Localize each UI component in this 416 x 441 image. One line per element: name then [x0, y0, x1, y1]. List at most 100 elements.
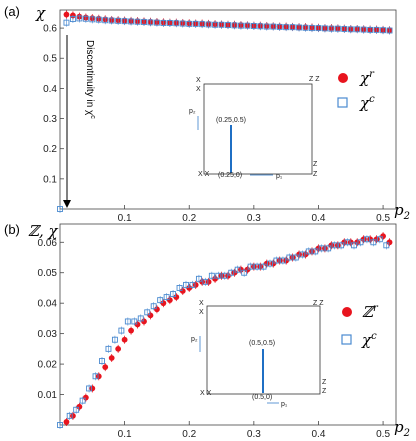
data-point-blue — [86, 385, 93, 392]
inset-b-corner-br-top: Z — [322, 379, 327, 386]
data-point-red — [173, 294, 180, 300]
inset-a-frame — [203, 83, 313, 175]
data-point-red — [296, 251, 302, 258]
data-point-red — [141, 318, 147, 325]
legend-b-blue-marker — [341, 334, 352, 345]
data-point-red — [302, 251, 309, 258]
inset-a-xlabel: p₁ — [276, 173, 283, 180]
data-point-red — [154, 306, 160, 313]
data-point-red — [186, 285, 193, 291]
data-point-red — [89, 385, 96, 392]
inset-a-corner-bl: X X — [198, 171, 210, 178]
y-tick-label: 0.01 — [38, 390, 58, 401]
data-point-red — [250, 263, 257, 270]
inset-b-base-label: (0.5,0) — [252, 394, 272, 401]
inset-b-corner-tr: Z Z — [313, 300, 324, 307]
data-point-blue — [186, 20, 193, 27]
x-tick-label: 0.2 — [182, 213, 196, 224]
discontinuity-annotation: Discontinuity in χc — [84, 40, 96, 119]
data-point-blue — [312, 248, 319, 255]
data-point-blue — [108, 17, 115, 24]
x-tick-label: 0.5 — [376, 213, 390, 224]
data-point-blue — [228, 269, 235, 276]
data-point-blue — [286, 254, 293, 261]
legend-a-entry-2: χc — [359, 94, 375, 112]
data-point-blue — [344, 239, 351, 246]
data-point-blue — [131, 318, 138, 325]
data-point-red — [270, 260, 277, 267]
data-point-red — [225, 272, 231, 279]
data-point-red — [192, 282, 199, 288]
data-point-red — [347, 239, 354, 246]
data-point-red — [328, 242, 335, 249]
panel-a-label: (a) — [4, 4, 20, 19]
data-point-red — [380, 233, 386, 240]
data-point-red — [212, 275, 218, 282]
data-point-red — [367, 236, 374, 243]
data-point-blue — [124, 318, 131, 325]
panel-b-label: (b) — [4, 222, 20, 237]
data-point-blue — [163, 294, 170, 301]
data-point-blue — [199, 21, 206, 28]
data-point-blue — [212, 21, 219, 28]
data-point-blue — [121, 18, 128, 25]
data-point-red — [354, 239, 361, 246]
data-point-red — [205, 278, 212, 285]
panel-a-ylabel: χ — [35, 4, 46, 22]
legend-b-entry-1: ℤr — [362, 303, 379, 321]
data-point-blue — [292, 254, 299, 261]
x-tick-label: 0.3 — [247, 429, 261, 440]
x-tick-label: 0.1 — [118, 429, 132, 440]
data-point-blue — [202, 278, 209, 285]
data-point-blue — [357, 239, 364, 246]
inset-a-corner-tl-bot: X — [196, 86, 201, 93]
data-point-red — [102, 364, 109, 371]
data-point-blue — [95, 16, 102, 23]
panel-b-legend: ℤr χc — [341, 303, 379, 349]
data-point-red — [63, 11, 70, 18]
inset-b-corner-br-bot: Z — [322, 388, 327, 395]
inset-a-corner-tr: Z Z — [309, 76, 320, 83]
data-point-red — [76, 403, 83, 410]
x-tick-label: 0.4 — [312, 429, 326, 440]
y-tick-label: 0.1 — [43, 174, 57, 185]
panel-b-inset: X X Z Z Z Z X X p₂ (0.5,0.5) (0.5,0) p₁ — [191, 300, 327, 408]
data-point-blue — [283, 24, 290, 31]
x-tick-label: 0.3 — [247, 213, 261, 224]
data-point-blue — [79, 397, 86, 404]
data-point-blue — [241, 269, 248, 276]
data-point-blue — [99, 358, 105, 364]
data-point-blue — [73, 406, 80, 413]
data-point-blue — [225, 22, 231, 29]
data-point-blue — [373, 26, 380, 33]
data-point-red — [334, 242, 341, 249]
data-point-blue — [318, 245, 325, 252]
x-tick-label: 0.5 — [376, 429, 390, 440]
data-point-blue — [234, 266, 241, 273]
panel-b: (b) ℤ, χ 0.01 0.02 0.03 0.04 0.05 0.06 0.1 0.2… — [4, 222, 410, 440]
data-point-blue — [254, 263, 261, 270]
y-tick-label: 0.04 — [38, 299, 58, 310]
data-point-blue — [315, 25, 322, 32]
data-point-blue — [118, 327, 125, 334]
data-point-red — [309, 248, 315, 255]
data-point-blue — [237, 22, 244, 29]
data-point-blue — [192, 20, 199, 27]
inset-b-corner-tl-top: X — [199, 300, 204, 307]
inset-a-corner-br-bot: Z — [313, 171, 318, 178]
data-point-red — [199, 278, 206, 285]
data-point-red — [322, 245, 328, 252]
data-point-blue — [351, 242, 357, 249]
data-point-blue — [380, 27, 387, 34]
data-point-blue — [69, 16, 76, 22]
y-tick-label: 0.05 — [38, 268, 58, 279]
data-point-blue — [231, 22, 238, 29]
panel-a-y-ticks: 0.1 0.2 0.3 0.4 0.5 0.6 — [43, 24, 64, 185]
data-point-blue — [267, 260, 273, 267]
data-point-red — [134, 321, 141, 328]
data-point-red — [121, 336, 128, 343]
data-point-blue — [386, 27, 393, 34]
y-tick-label: 0.02 — [38, 360, 58, 371]
data-point-blue — [215, 272, 222, 279]
data-point-red — [373, 236, 380, 243]
